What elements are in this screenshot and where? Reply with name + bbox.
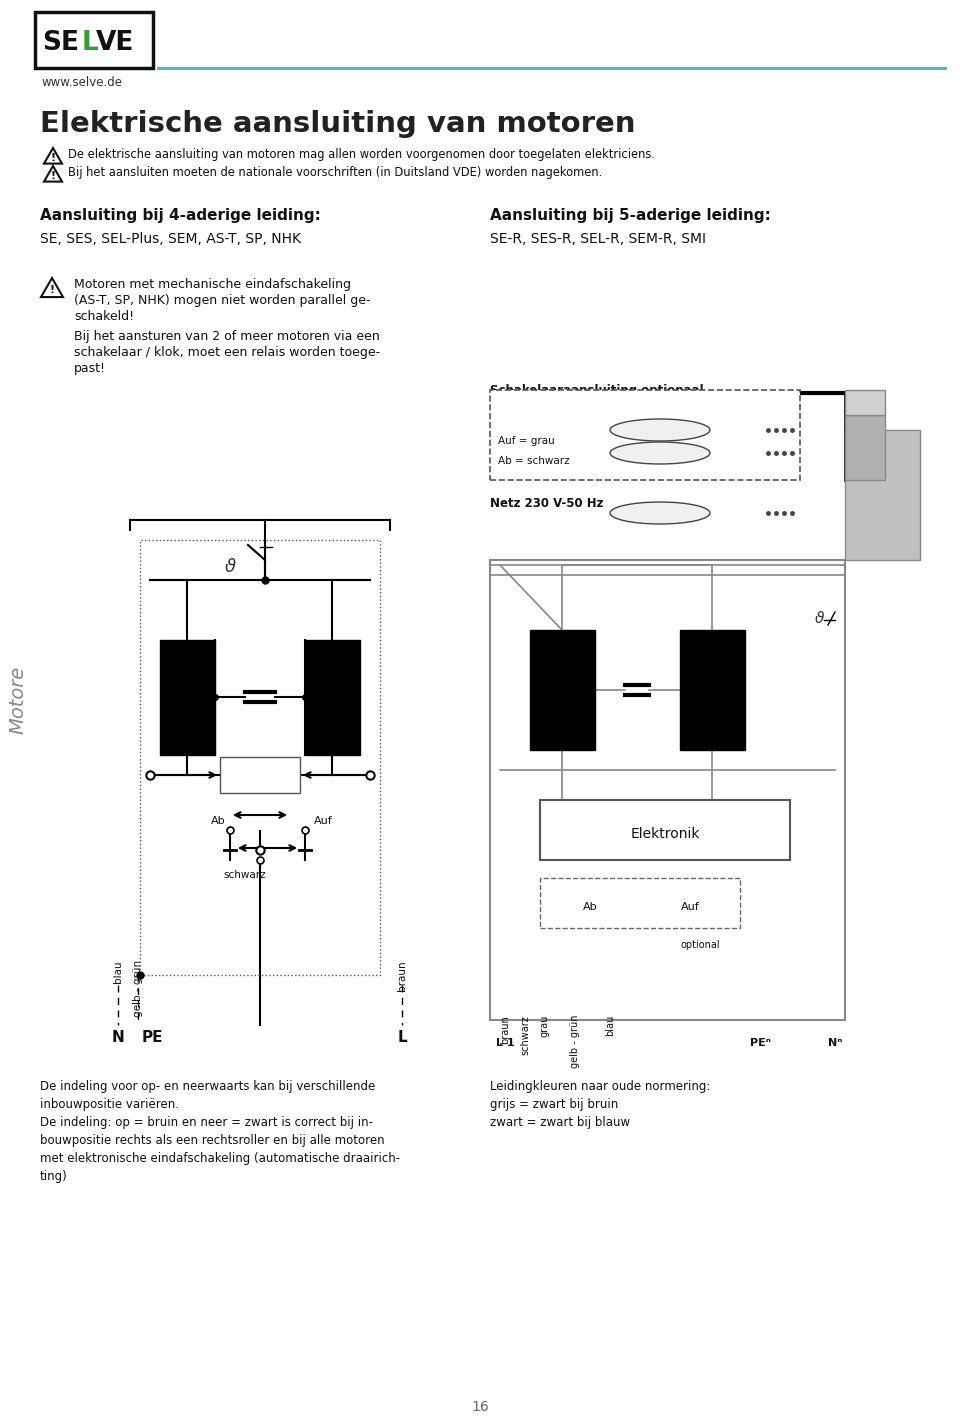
- Text: !: !: [51, 153, 56, 163]
- Text: Ab = schwarz: Ab = schwarz: [498, 456, 569, 466]
- Text: 16: 16: [471, 1400, 489, 1414]
- Bar: [140, 540, 380, 975]
- Text: SE-R, SES-R, SEL-R, SEM-R, SMI: SE-R, SES-R, SEL-R, SEM-R, SMI: [490, 232, 706, 246]
- Text: Auf = grau: Auf = grau: [498, 436, 555, 446]
- Text: Bij het aansturen van 2 of meer motoren via een: Bij het aansturen van 2 of meer motoren …: [74, 330, 380, 342]
- Bar: [540, 878, 740, 928]
- Bar: [490, 389, 800, 480]
- Text: De indeling: op = bruin en neer = zwart is correct bij in-: De indeling: op = bruin en neer = zwart …: [40, 1115, 373, 1130]
- Text: schakeld!: schakeld!: [74, 310, 134, 323]
- Bar: [540, 800, 790, 860]
- Text: (AS-T, SP, NHK) mogen niet worden parallel ge-: (AS-T, SP, NHK) mogen niet worden parall…: [74, 294, 371, 307]
- Text: optional: optional: [681, 941, 720, 951]
- Text: zwart = zwart bij blauw: zwart = zwart bij blauw: [490, 1115, 630, 1130]
- Ellipse shape: [610, 419, 710, 441]
- Text: Leidingkleuren naar oude normering:: Leidingkleuren naar oude normering:: [490, 1080, 710, 1093]
- Bar: [35, 11, 153, 68]
- Text: braun: braun: [397, 961, 407, 990]
- Bar: [160, 639, 215, 755]
- Polygon shape: [44, 166, 62, 182]
- Text: Nⁿ: Nⁿ: [828, 1037, 842, 1049]
- Text: PE: PE: [141, 1030, 163, 1044]
- Text: schwarz: schwarz: [224, 870, 266, 880]
- Text: VE: VE: [96, 30, 134, 55]
- Text: Motore: Motore: [9, 666, 28, 735]
- Text: gelb - grün: gelb - grün: [570, 1015, 580, 1069]
- Text: De indeling voor op- en neerwaarts kan bij verschillende: De indeling voor op- en neerwaarts kan b…: [40, 1080, 375, 1093]
- Bar: [220, 757, 300, 793]
- Bar: [305, 639, 360, 755]
- Polygon shape: [44, 148, 62, 163]
- Text: L: L: [82, 30, 99, 55]
- Text: L 1: L 1: [495, 1037, 515, 1049]
- Text: Elektronik: Elektronik: [631, 827, 700, 841]
- Text: Schakelaaraansluiting optionaal: Schakelaaraansluiting optionaal: [490, 384, 704, 396]
- Bar: [530, 630, 595, 750]
- Text: $\vartheta$: $\vartheta$: [224, 558, 236, 576]
- Text: gelb - grün: gelb - grün: [133, 961, 143, 1017]
- Text: Ab: Ab: [583, 902, 597, 912]
- Text: PEⁿ: PEⁿ: [750, 1037, 771, 1049]
- Bar: [490, 560, 845, 1020]
- Bar: [845, 415, 885, 480]
- Text: www.selve.de: www.selve.de: [42, 75, 123, 90]
- Ellipse shape: [610, 442, 710, 465]
- Text: Aansluiting bij 4-aderige leiding:: Aansluiting bij 4-aderige leiding:: [40, 207, 321, 223]
- Text: blau: blau: [113, 961, 123, 983]
- Text: inbouwpositie variëren.: inbouwpositie variëren.: [40, 1098, 179, 1111]
- Text: SE, SES, SEL-Plus, SEM, AS-T, SP, NHK: SE, SES, SEL-Plus, SEM, AS-T, SP, NHK: [40, 232, 301, 246]
- Text: Ab: Ab: [210, 816, 226, 826]
- Text: schakelaar / klok, moet een relais worden toege-: schakelaar / klok, moet een relais worde…: [74, 345, 380, 360]
- Text: schwarz: schwarz: [520, 1015, 530, 1054]
- Text: bouwpositie rechts als een rechtsroller en bij alle motoren: bouwpositie rechts als een rechtsroller …: [40, 1134, 385, 1147]
- Bar: [680, 630, 745, 750]
- Text: met elektronische eindafschakeling (automatische draairich-: met elektronische eindafschakeling (auto…: [40, 1152, 400, 1165]
- Text: !: !: [51, 171, 56, 180]
- Text: !: !: [49, 286, 55, 296]
- Text: Bij het aansluiten moeten de nationale voorschriften (in Duitsland VDE) worden n: Bij het aansluiten moeten de nationale v…: [68, 166, 602, 179]
- Text: ting): ting): [40, 1169, 68, 1184]
- Bar: [845, 389, 885, 415]
- Text: braun: braun: [500, 1015, 510, 1044]
- Text: grijs = zwart bij bruin: grijs = zwart bij bruin: [490, 1098, 618, 1111]
- Text: Auf: Auf: [314, 816, 332, 826]
- Text: Elektrische aansluiting van motoren: Elektrische aansluiting van motoren: [40, 109, 636, 138]
- Text: past!: past!: [74, 362, 106, 375]
- Text: De elektrische aansluiting van motoren mag allen worden voorgenomen door toegela: De elektrische aansluiting van motoren m…: [68, 148, 655, 161]
- Polygon shape: [41, 279, 63, 297]
- Text: $\vartheta$: $\vartheta$: [814, 610, 826, 627]
- Text: grau: grau: [540, 1015, 550, 1037]
- Bar: [845, 431, 920, 560]
- Text: Netz 230 V-50 Hz: Netz 230 V-50 Hz: [490, 497, 604, 510]
- Text: N: N: [111, 1030, 125, 1044]
- Text: L: L: [397, 1030, 407, 1044]
- Text: blau: blau: [605, 1015, 615, 1036]
- Text: SE: SE: [42, 30, 79, 55]
- Text: Motoren met mechanische eindafschakeling: Motoren met mechanische eindafschakeling: [74, 279, 351, 291]
- Text: Aansluiting bij 5-aderige leiding:: Aansluiting bij 5-aderige leiding:: [490, 207, 771, 223]
- Ellipse shape: [610, 502, 710, 524]
- Text: Auf: Auf: [681, 902, 700, 912]
